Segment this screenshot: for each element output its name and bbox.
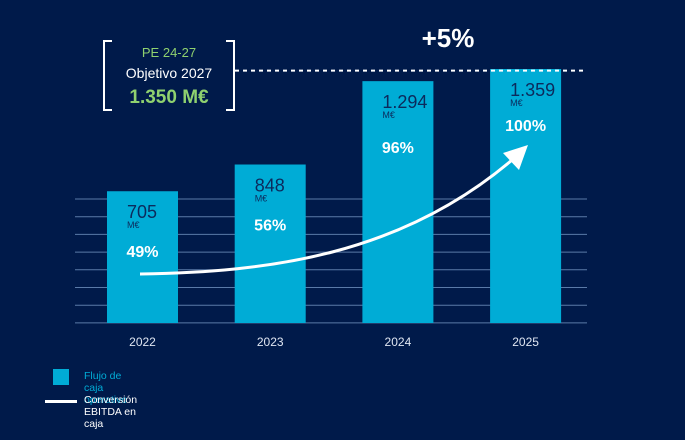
bar-unit-label: M€ [127,220,140,230]
conversion-label: 56% [254,218,286,235]
bar-2023 [234,164,306,323]
x-tick-label: 2025 [512,335,539,349]
bar-unit-label: M€ [255,194,268,204]
bars [107,69,562,323]
x-tick-label: 2023 [257,335,284,349]
bracket-left [103,40,112,111]
bar-2022 [107,191,178,323]
conversion-label: 49% [126,244,158,261]
bracket-right [226,40,235,111]
bar-unit-label: M€ [382,110,395,120]
target-box: PE 24-27 Objetivo 2027 1.350 M€ +5% [103,23,587,111]
x-tick-label: 2024 [385,335,412,349]
bar-value-label: 705 [127,202,157,222]
conversion-label: 96% [382,140,414,157]
bar-value-label: 1.359 [510,80,555,100]
legend-label-bar: Flujo de caja operativo [84,370,128,406]
conversion-label: 100% [505,118,546,135]
x-axis-ticks: 2022 2023 2024 2025 [129,335,539,349]
bar-2024 [362,81,434,323]
target-title: PE 24-27 [142,45,196,60]
legend-swatch-bar [53,369,69,385]
bar-unit-label: M€ [510,98,523,108]
bar-2025 [490,69,562,323]
bar-value-label: 1.294 [382,92,427,112]
conversion-curve [139,145,528,276]
target-subtitle: Objetivo 2027 [126,65,213,81]
conversion-line [139,158,513,276]
bar-value-label: 848 [255,176,285,196]
arrow-head-icon [503,145,528,170]
x-tick-label: 2022 [129,335,156,349]
growth-annotation: +5% [422,23,475,53]
target-value: 1.350 M€ [129,87,209,108]
legend-swatch-line [45,400,77,403]
legend-label-line: Conversión EBITDA en caja [84,394,138,430]
